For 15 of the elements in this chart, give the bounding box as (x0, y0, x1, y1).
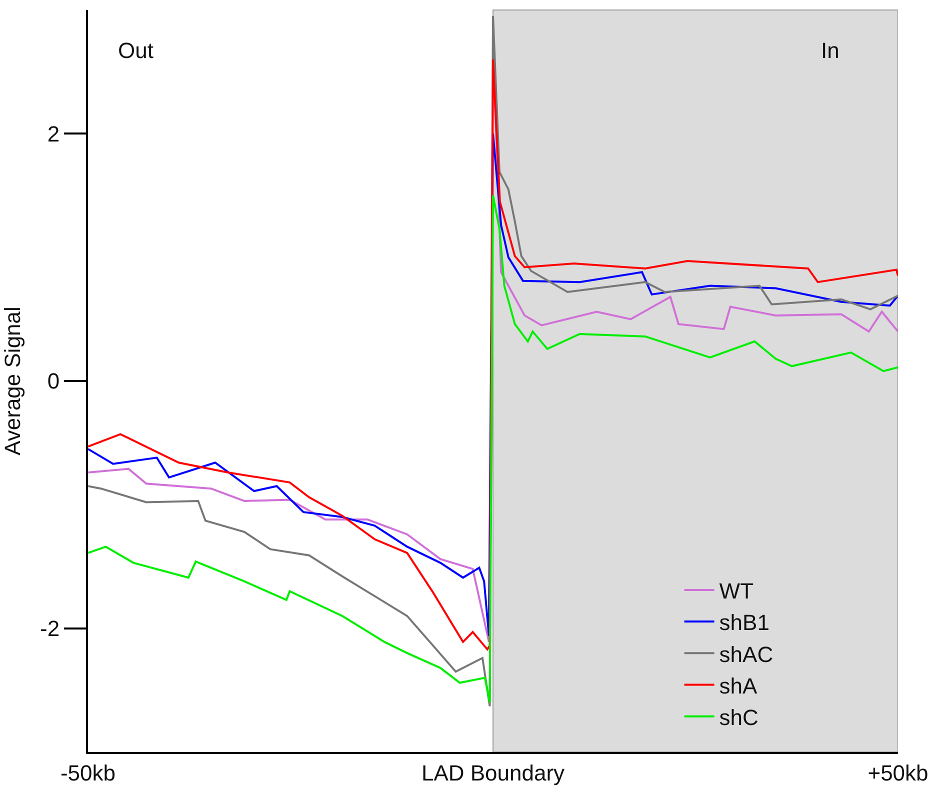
y-tick-label: 0 (47, 368, 60, 394)
legend-label: WT (719, 578, 754, 604)
legend-label: shB1 (719, 610, 770, 636)
y-axis-title: Average Signal (0, 306, 25, 456)
x-tick-label: +50kb (868, 760, 928, 786)
annotation: Out (118, 38, 154, 63)
line-series (88, 194, 898, 704)
y-tick-label: -2 (40, 616, 60, 642)
x-tick-label: -50kb (60, 760, 116, 786)
legend-label: shA (719, 673, 758, 698)
legend-label: shC (719, 704, 759, 730)
legend-label: shAC (719, 642, 774, 667)
annotation: In (821, 38, 840, 63)
y-tick-label: 2 (47, 121, 60, 146)
x-tick-label: LAD Boundary (421, 760, 565, 786)
